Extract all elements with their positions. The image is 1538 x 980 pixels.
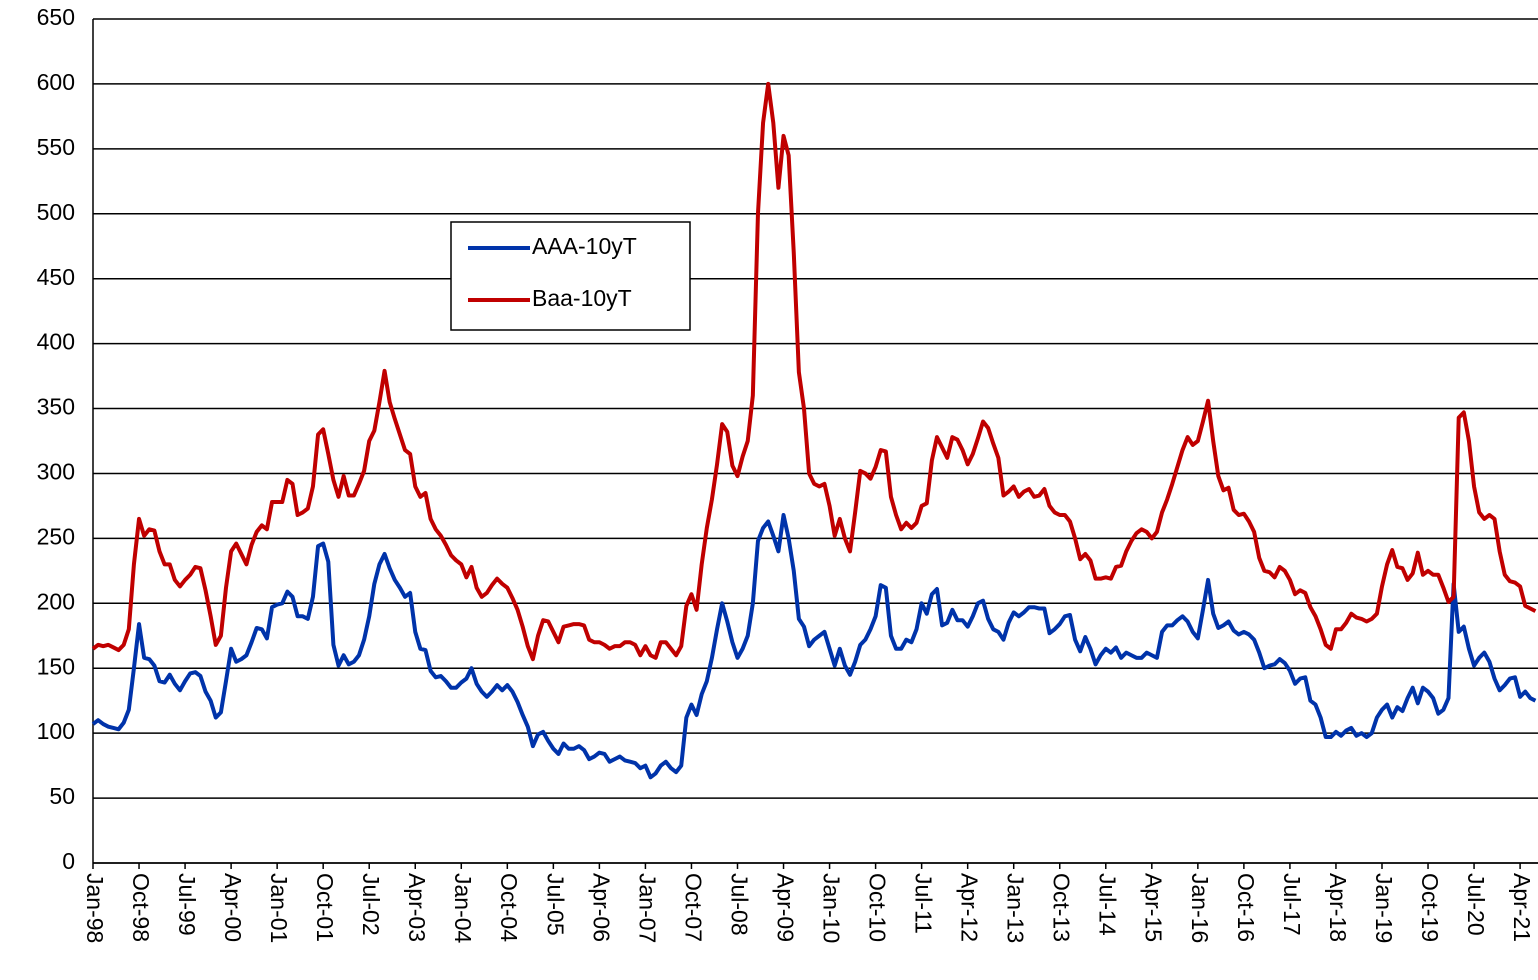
x-tick-label: Jul-02: [358, 873, 384, 936]
x-tick-label: Jan-19: [1371, 873, 1397, 943]
y-tick-label: 600: [37, 69, 75, 95]
x-tick-label: Apr-15: [1141, 873, 1167, 942]
x-tick-label: Jul-20: [1463, 873, 1489, 936]
y-tick-label: 650: [37, 4, 75, 30]
legend-label: AAA-10yT: [532, 233, 637, 259]
y-tick-label: 450: [37, 264, 75, 290]
x-tick-label: Jan-07: [634, 873, 660, 943]
x-tick-label: Apr-12: [957, 873, 983, 942]
x-tick-label: Oct-16: [1233, 873, 1259, 942]
x-tick-label: Jul-17: [1279, 873, 1305, 936]
x-tick-label: Oct-04: [496, 873, 522, 942]
legend-label: Baa-10yT: [532, 285, 632, 311]
x-tick-label: Oct-10: [865, 873, 891, 942]
x-tick-label: Apr-03: [404, 873, 430, 942]
y-tick-label: 300: [37, 459, 75, 485]
y-tick-label: 100: [37, 718, 75, 744]
x-tick-label: Apr-00: [220, 873, 246, 942]
y-tick-label: 0: [62, 848, 75, 874]
x-tick-label: Oct-13: [1049, 873, 1075, 942]
x-tick-label: Oct-98: [128, 873, 154, 942]
x-tick-label: Jul-99: [174, 873, 200, 936]
x-tick-label: Jan-98: [82, 873, 108, 943]
y-tick-label: 400: [37, 329, 75, 355]
series-line: [91, 81, 1537, 662]
series-line: [91, 513, 1537, 780]
x-tick-label: Jan-04: [450, 873, 476, 944]
y-tick-label: 150: [37, 653, 75, 679]
x-tick-label: Oct-01: [312, 873, 338, 942]
x-tick-label: Jan-13: [1003, 873, 1029, 943]
y-tick-label: 550: [37, 134, 75, 160]
x-tick-label: Jul-08: [726, 873, 752, 936]
x-tick-label: Jul-14: [1095, 873, 1121, 936]
x-tick-label: Jan-10: [818, 873, 844, 943]
y-tick-label: 350: [37, 394, 75, 420]
x-tick-label: Jan-16: [1187, 873, 1213, 943]
x-tick-label: Apr-18: [1325, 873, 1351, 942]
legend-box: [450, 221, 691, 331]
y-tick-label: 250: [37, 523, 75, 549]
x-tick-label: Jul-11: [911, 873, 937, 934]
x-tick-label: Jul-05: [542, 873, 568, 936]
y-tick-label: 500: [37, 199, 75, 225]
x-tick-label: Oct-07: [680, 873, 706, 942]
x-tick-label: Apr-21: [1509, 873, 1535, 942]
x-tick-label: Jan-01: [266, 873, 292, 943]
y-tick-label: 50: [49, 783, 75, 809]
y-tick-label: 200: [37, 588, 75, 614]
x-tick-label: Apr-06: [588, 873, 614, 942]
x-tick-label: Apr-09: [772, 873, 798, 942]
x-tick-label: Oct-19: [1417, 873, 1443, 942]
